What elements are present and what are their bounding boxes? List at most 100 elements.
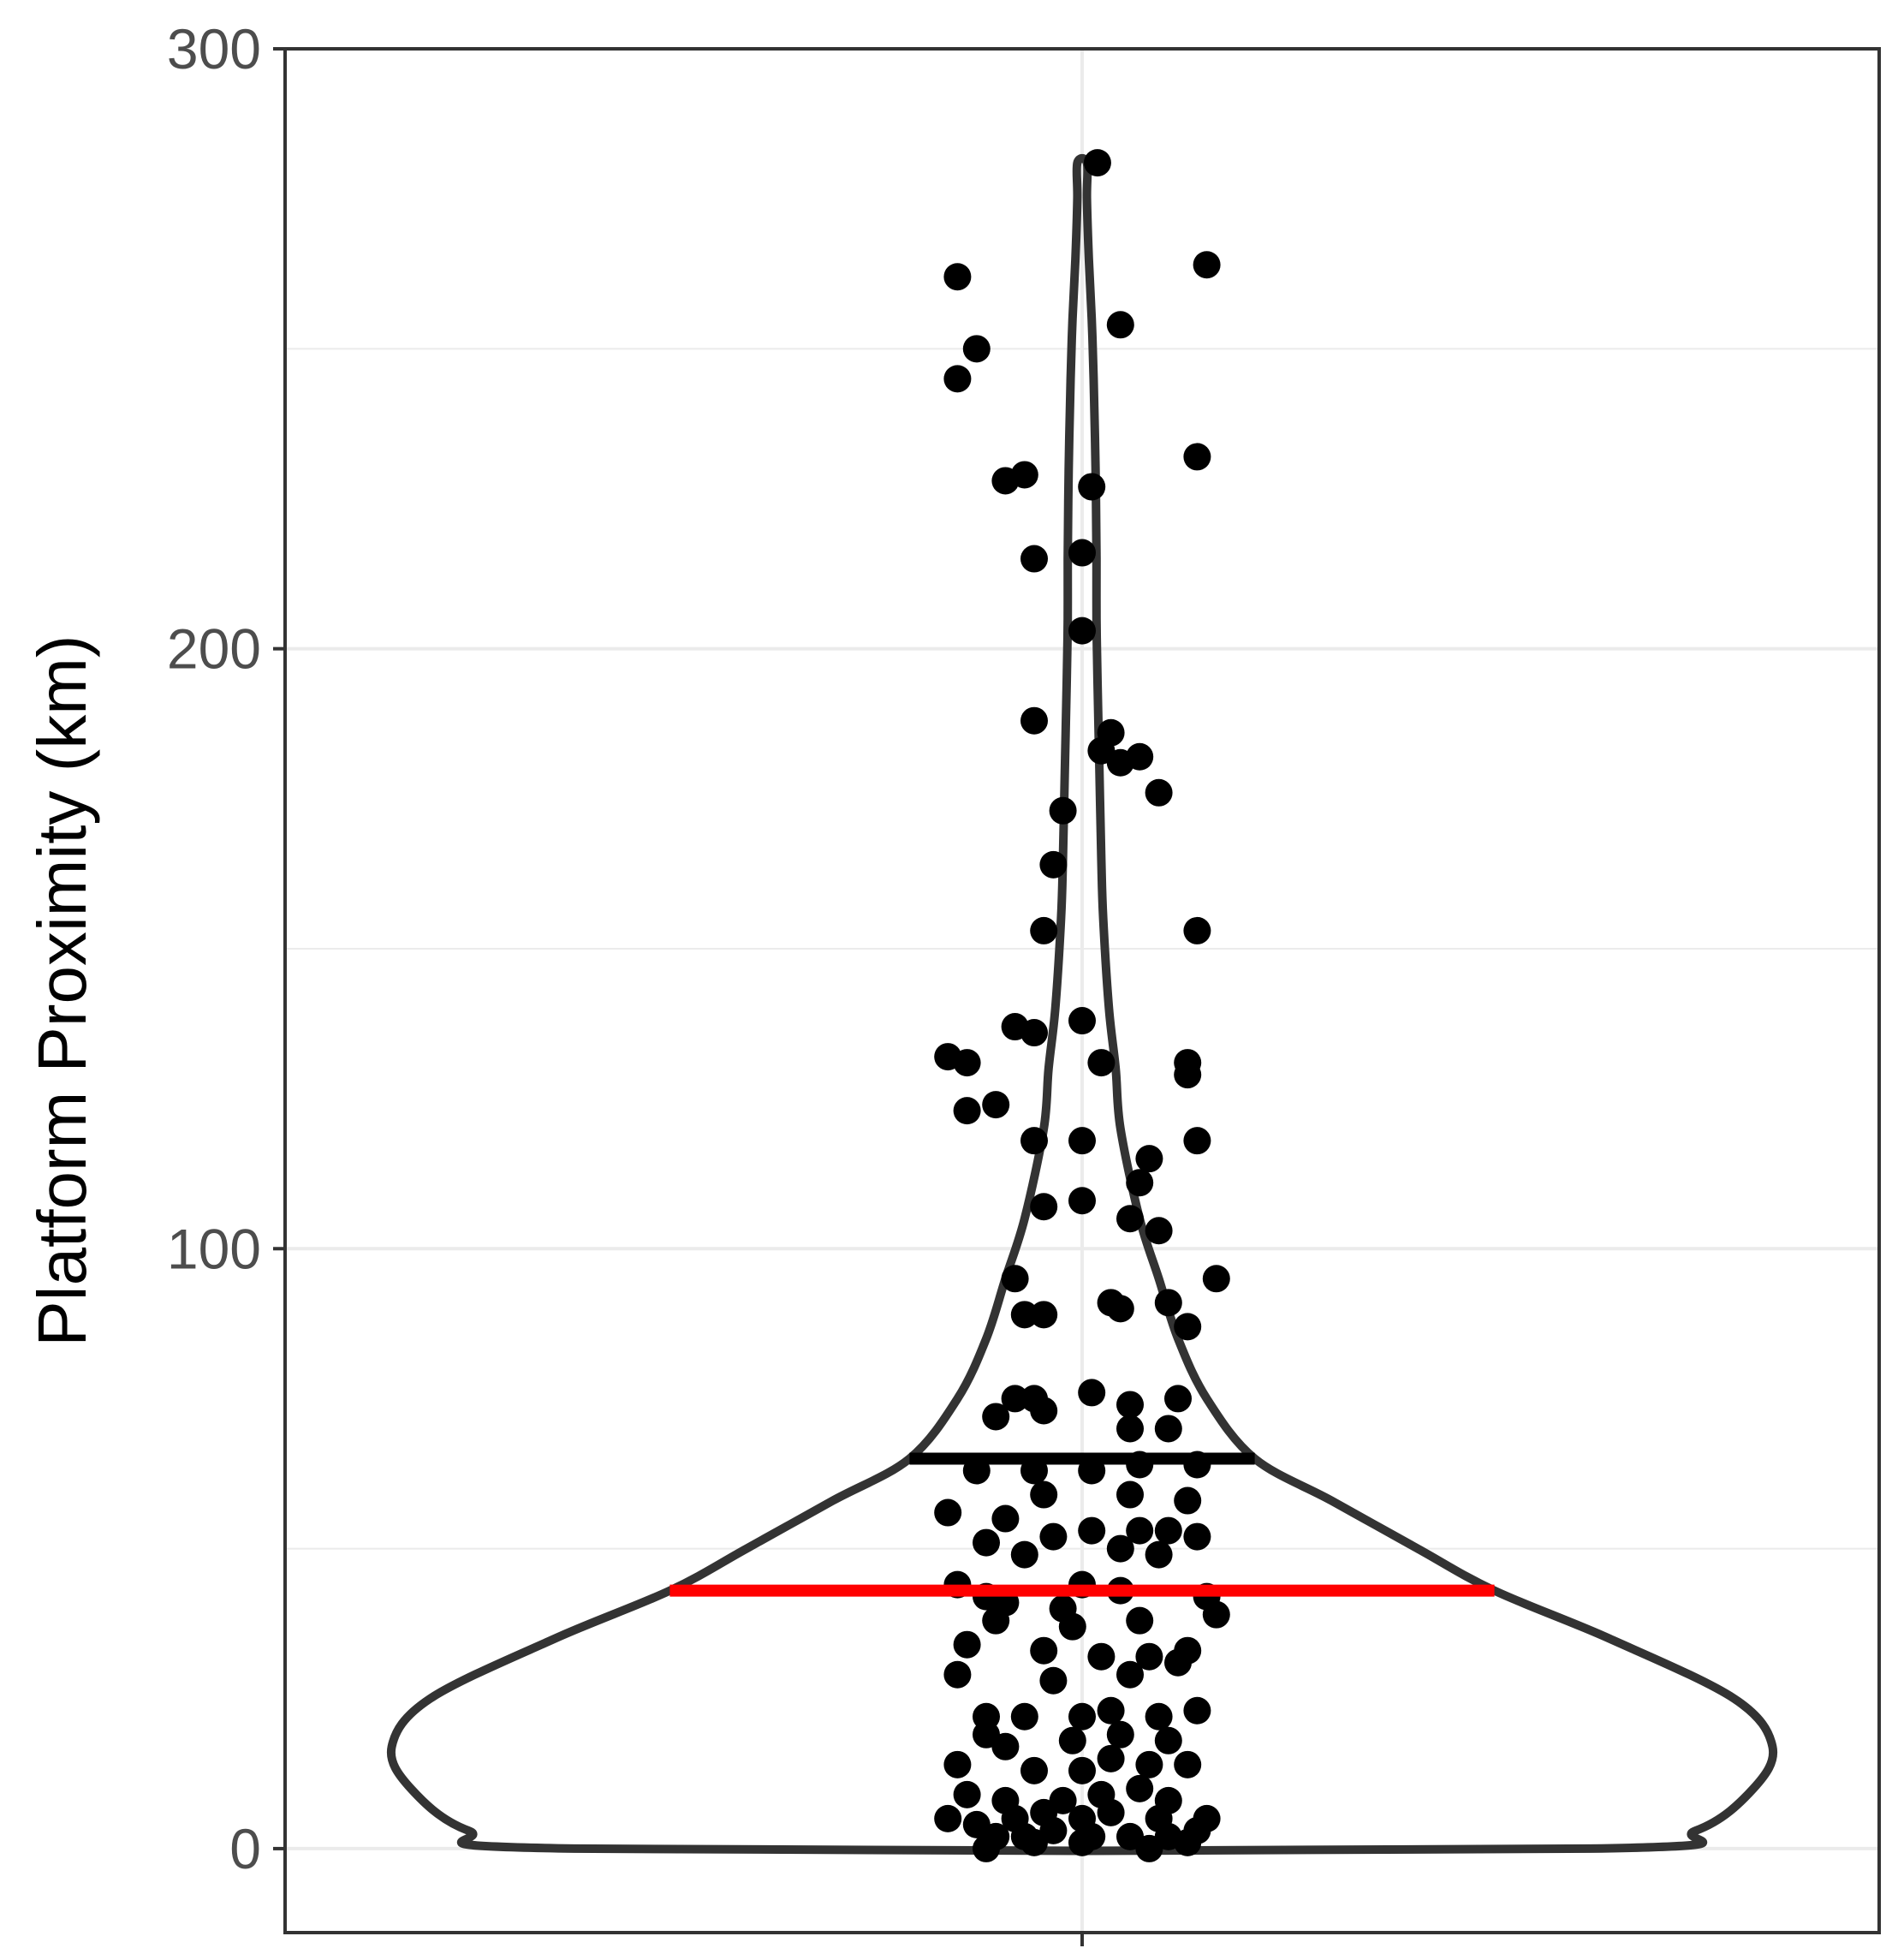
data-point	[1030, 916, 1058, 944]
data-point	[1001, 1385, 1029, 1413]
data-point	[962, 335, 991, 363]
data-point	[1010, 461, 1038, 489]
data-point	[1106, 1295, 1134, 1323]
data-point	[991, 1504, 1020, 1533]
data-point	[953, 1780, 981, 1808]
data-point	[1020, 1127, 1048, 1155]
data-point	[1126, 1516, 1154, 1545]
data-point	[1030, 1397, 1058, 1425]
data-point	[1039, 850, 1068, 879]
data-point	[1174, 1750, 1202, 1778]
data-point	[1174, 1486, 1202, 1515]
data-point	[1068, 1828, 1096, 1856]
data-point	[1154, 1289, 1182, 1317]
data-point	[1174, 1061, 1202, 1089]
data-point	[1010, 1301, 1038, 1329]
data-point	[1058, 1726, 1086, 1754]
data-point	[1193, 251, 1221, 279]
data-point	[1116, 1480, 1144, 1509]
data-point	[1068, 1007, 1096, 1035]
y-tick-label: 300	[167, 17, 261, 80]
data-point	[1116, 1660, 1144, 1689]
data-point	[1126, 1606, 1154, 1635]
data-point	[1135, 1750, 1163, 1778]
data-point	[1068, 539, 1096, 567]
data-point	[934, 1804, 962, 1832]
data-point	[1058, 1612, 1086, 1641]
data-point	[1154, 1726, 1182, 1754]
data-point	[1030, 1193, 1058, 1221]
data-point	[1010, 1540, 1038, 1569]
points-layer	[934, 149, 1230, 1862]
data-point	[1145, 1702, 1173, 1731]
data-point	[1039, 1522, 1068, 1551]
data-point	[934, 1498, 962, 1527]
data-point	[982, 1606, 1010, 1635]
data-point	[953, 1097, 981, 1125]
data-point	[1135, 1834, 1163, 1862]
data-point	[943, 263, 972, 291]
data-point	[1020, 1756, 1048, 1784]
data-point	[1126, 1774, 1154, 1802]
data-point	[1164, 1648, 1192, 1677]
data-point	[1106, 1534, 1134, 1563]
data-point	[943, 1660, 972, 1689]
data-point	[1020, 1828, 1048, 1856]
data-point	[1145, 1217, 1173, 1245]
data-point	[1001, 1265, 1029, 1293]
data-point	[1106, 748, 1134, 777]
data-point	[1087, 1642, 1116, 1671]
data-point	[1020, 1019, 1048, 1047]
data-point	[953, 1049, 981, 1077]
data-point	[1097, 1744, 1125, 1772]
data-point	[1097, 1798, 1125, 1826]
data-point	[1202, 1265, 1230, 1293]
data-point	[1078, 1379, 1106, 1407]
y-axis-title: Platform Proximity (km)	[24, 634, 100, 1346]
data-point	[1116, 1415, 1144, 1443]
data-point	[1078, 473, 1106, 501]
data-point	[1097, 1696, 1125, 1725]
data-point	[1068, 1702, 1096, 1731]
data-point	[1087, 1049, 1116, 1077]
data-point	[1116, 1391, 1144, 1419]
data-point	[1030, 1636, 1058, 1665]
data-point	[1106, 311, 1134, 339]
data-point	[1106, 1720, 1134, 1749]
data-point	[1116, 1205, 1144, 1233]
data-point	[1174, 1828, 1202, 1856]
data-point	[1145, 778, 1173, 807]
data-point	[1202, 1600, 1230, 1629]
data-point	[1183, 1127, 1211, 1155]
data-point	[1030, 1480, 1058, 1509]
data-point	[1126, 1169, 1154, 1197]
data-point	[1183, 1522, 1211, 1551]
data-point	[973, 1528, 1000, 1557]
data-point	[1020, 545, 1048, 573]
data-point	[1183, 443, 1211, 471]
data-point	[1068, 1756, 1096, 1784]
y-tick-label: 100	[167, 1217, 261, 1280]
y-tick-label: 0	[229, 1817, 261, 1880]
data-point	[1135, 1642, 1163, 1671]
data-point	[1145, 1540, 1173, 1569]
data-point	[982, 1091, 1010, 1119]
data-point	[953, 1630, 981, 1659]
data-point	[991, 1732, 1020, 1760]
data-point	[1078, 1516, 1106, 1545]
data-point	[943, 365, 972, 393]
data-point	[973, 1834, 1000, 1862]
data-point	[1030, 1301, 1058, 1329]
data-point	[943, 1750, 972, 1778]
data-point	[1154, 1516, 1182, 1545]
data-point	[1020, 706, 1048, 735]
data-point	[1183, 916, 1211, 944]
data-point	[1183, 1696, 1211, 1725]
data-point	[1174, 1313, 1202, 1341]
data-point	[1154, 1415, 1182, 1443]
summary-lines-layer	[669, 1452, 1495, 1597]
data-point	[1010, 1702, 1038, 1731]
data-point	[1135, 1145, 1163, 1173]
